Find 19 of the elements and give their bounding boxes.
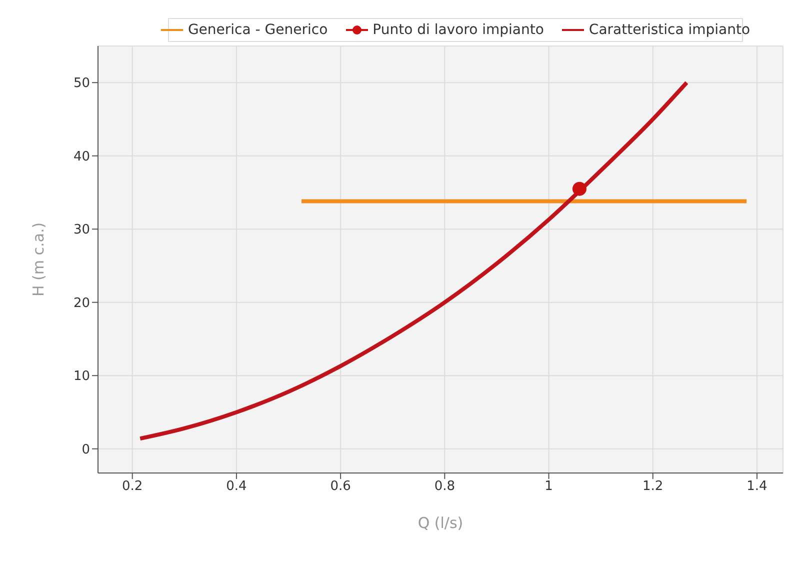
x-tick-label: 1 — [544, 479, 553, 494]
x-tick-label: 0.2 — [122, 479, 143, 494]
x-tick-label: 1.4 — [746, 479, 768, 494]
y-tick-label: 40 — [73, 149, 90, 164]
x-tick-label: 0.4 — [226, 479, 247, 494]
y-tick-label: 30 — [73, 222, 90, 238]
legend-label: Caratteristica impianto — [588, 22, 750, 38]
x-axis-title: Q (l/s) — [418, 514, 464, 532]
x-tick-label: 0.8 — [434, 479, 456, 494]
x-tick-label: 0.6 — [330, 479, 351, 494]
x-tick-label: 1.2 — [642, 479, 664, 494]
y-axis-title: H (m c.a.) — [29, 222, 48, 297]
y-tick-label: 50 — [73, 76, 90, 92]
legend-label: Generica - Generico — [188, 22, 328, 38]
y-tick-label: 10 — [73, 369, 90, 384]
line-series — [138, 80, 689, 441]
y-tick-label: 20 — [73, 296, 90, 311]
legend-label: Punto di lavoro impianto — [372, 22, 544, 38]
y-tick-label: 0 — [82, 442, 90, 458]
